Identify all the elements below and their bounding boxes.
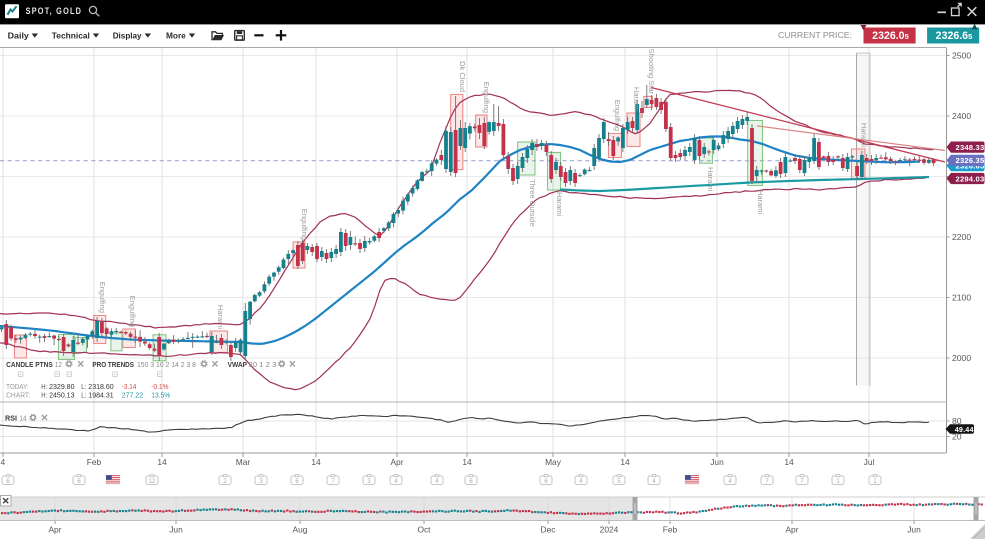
- svg-text:7: 7: [765, 479, 769, 485]
- svg-text:14: 14: [157, 457, 167, 467]
- svg-text:6: 6: [77, 479, 81, 485]
- svg-text:2348.33: 2348.33: [956, 143, 985, 152]
- svg-text:H:: H:: [41, 391, 47, 400]
- svg-text:Feb: Feb: [87, 457, 102, 467]
- svg-text:Apr: Apr: [48, 525, 61, 535]
- svg-text:Engulfing: Engulfing: [613, 100, 622, 131]
- svg-text:14: 14: [20, 414, 27, 423]
- svg-text:VWAP: VWAP: [228, 360, 248, 369]
- svg-text:49.44: 49.44: [955, 425, 974, 434]
- svg-text:2024: 2024: [600, 525, 619, 535]
- svg-text:2500: 2500: [952, 51, 971, 61]
- svg-text:PRO TRENDS: PRO TRENDS: [92, 360, 134, 369]
- svg-text:2326.65: 2326.65: [936, 30, 973, 42]
- svg-text:6: 6: [295, 479, 299, 485]
- svg-text:6: 6: [469, 479, 473, 485]
- svg-text:CURRENT PRICE:: CURRENT PRICE:: [778, 30, 852, 40]
- svg-text:2450.13: 2450.13: [49, 391, 74, 400]
- svg-text:Harami: Harami: [706, 167, 715, 192]
- svg-text:Engulfing: Engulfing: [128, 296, 137, 327]
- svg-text:Three Outside: Three Outside: [528, 179, 537, 227]
- svg-text:20: 20: [952, 432, 962, 442]
- svg-text:20 1 2 3: 20 1 2 3: [248, 360, 276, 369]
- svg-text:5: 5: [617, 479, 621, 485]
- svg-text:L:: L:: [81, 382, 86, 391]
- svg-text:80: 80: [952, 416, 962, 426]
- svg-text:13.5%: 13.5%: [151, 391, 170, 400]
- svg-text:4: 4: [579, 479, 583, 485]
- svg-text:Jul: Jul: [864, 457, 875, 467]
- svg-text:7: 7: [800, 479, 804, 485]
- svg-text:TODAY:: TODAY:: [6, 382, 29, 391]
- svg-text:2326.35: 2326.35: [956, 156, 985, 165]
- svg-text:SPOT, GOLD: SPOT, GOLD: [26, 6, 83, 16]
- svg-text:Engulfing: Engulfing: [98, 282, 107, 313]
- svg-text:-3.14: -3.14: [122, 382, 137, 391]
- svg-text:4: 4: [728, 479, 732, 485]
- svg-text:2294.03: 2294.03: [956, 174, 985, 183]
- svg-text:6: 6: [6, 479, 10, 485]
- svg-text:H:: H:: [41, 382, 47, 391]
- svg-text:4: 4: [394, 479, 398, 485]
- svg-text:Technical: Technical: [52, 31, 90, 41]
- svg-text:L:: L:: [81, 391, 86, 400]
- svg-text:277.22: 277.22: [122, 391, 143, 400]
- svg-text:Mar: Mar: [236, 457, 251, 467]
- svg-text:Dk Cloud: Dk Cloud: [458, 61, 467, 92]
- svg-text:Oct: Oct: [417, 525, 431, 535]
- svg-text:Jun: Jun: [907, 525, 921, 535]
- svg-text:14: 14: [462, 457, 472, 467]
- svg-text:Engulfing: Engulfing: [300, 209, 309, 240]
- svg-text:4: 4: [652, 479, 656, 485]
- svg-text:Apr: Apr: [390, 457, 403, 467]
- svg-text:4: 4: [435, 479, 439, 485]
- svg-text:2: 2: [223, 479, 227, 485]
- svg-text:14: 14: [784, 457, 794, 467]
- svg-text:Shooting Star: Shooting Star: [647, 49, 656, 95]
- svg-text:3: 3: [259, 479, 263, 485]
- svg-text:12: 12: [149, 479, 156, 485]
- svg-text:4: 4: [1, 457, 6, 467]
- svg-text:Harami: Harami: [756, 190, 765, 215]
- svg-text:Jun: Jun: [710, 457, 724, 467]
- svg-text:Aug: Aug: [293, 525, 308, 535]
- svg-text:CHART:: CHART:: [6, 391, 30, 400]
- svg-text:14: 14: [311, 457, 321, 467]
- svg-text:May: May: [545, 457, 562, 467]
- svg-text:2400: 2400: [952, 111, 971, 121]
- svg-text:1984.31: 1984.31: [88, 391, 113, 400]
- svg-text:Harami: Harami: [632, 87, 641, 112]
- svg-text:CANDLE PTNS: CANDLE PTNS: [6, 360, 53, 369]
- svg-text:2000: 2000: [952, 353, 971, 363]
- svg-text:Jun: Jun: [169, 525, 183, 535]
- svg-text:RSI: RSI: [5, 414, 17, 423]
- svg-text:1: 1: [873, 479, 877, 485]
- svg-text:3: 3: [367, 479, 371, 485]
- svg-text:150 3 10 2 14 2 3 8: 150 3 10 2 14 2 3 8: [137, 360, 196, 369]
- svg-text:-0.1%: -0.1%: [151, 382, 169, 391]
- svg-text:More: More: [166, 31, 186, 41]
- svg-text:7: 7: [331, 479, 335, 485]
- svg-text:Dec: Dec: [541, 525, 556, 535]
- svg-text:Apr: Apr: [785, 525, 798, 535]
- svg-text:Feb: Feb: [663, 525, 678, 535]
- svg-text:2100: 2100: [952, 293, 971, 303]
- svg-text:2200: 2200: [952, 232, 971, 242]
- svg-text:Daily: Daily: [8, 31, 30, 41]
- svg-text:Display: Display: [113, 31, 142, 41]
- svg-text:2326.05: 2326.05: [872, 30, 909, 42]
- svg-text:1: 1: [836, 479, 840, 485]
- svg-text:12: 12: [55, 360, 62, 369]
- svg-text:Harami: Harami: [555, 192, 564, 217]
- svg-text:2318.60: 2318.60: [88, 382, 113, 391]
- svg-text:Harami: Harami: [216, 305, 225, 330]
- svg-text:6: 6: [544, 479, 548, 485]
- svg-text:Engulfing: Engulfing: [482, 82, 491, 113]
- svg-text:14: 14: [620, 457, 630, 467]
- svg-text:Harami: Harami: [860, 123, 869, 148]
- svg-text:2329.80: 2329.80: [49, 382, 74, 391]
